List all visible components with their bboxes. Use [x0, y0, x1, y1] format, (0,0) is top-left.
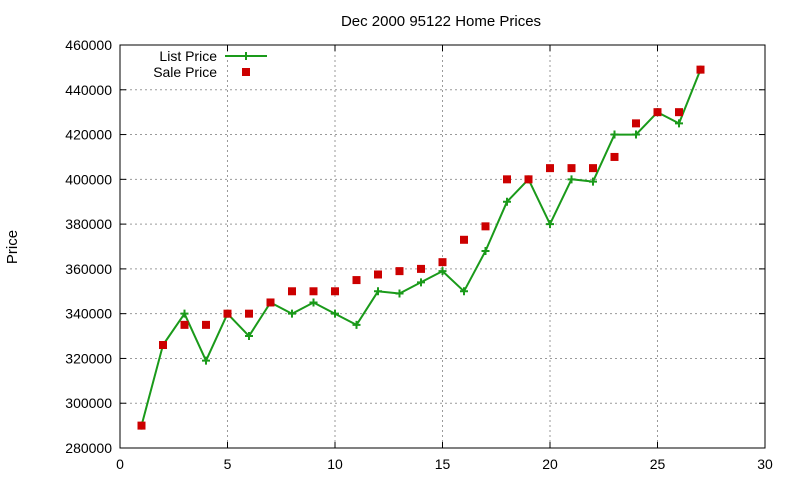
- list-price-point: [632, 130, 640, 139]
- list-price-point: [675, 119, 683, 128]
- y-tick-label: 300000: [65, 395, 112, 411]
- legend-marker-list-price: [242, 52, 250, 60]
- sale-price-point: [137, 421, 146, 430]
- sale-price-point: [589, 164, 597, 173]
- y-tick-label: 440000: [65, 82, 112, 98]
- list-price-point: [438, 267, 447, 276]
- sale-price-point: [395, 267, 404, 276]
- y-tick-label: 460000: [65, 37, 112, 53]
- sale-price-point: [288, 287, 296, 296]
- y-tick-label: 320000: [65, 350, 112, 366]
- y-tick-label: 360000: [65, 261, 112, 277]
- list-price-point: [395, 289, 404, 298]
- list-price-point: [180, 309, 189, 318]
- list-price-point: [331, 309, 339, 318]
- grid: [120, 45, 765, 448]
- sale-price-point: [266, 298, 275, 307]
- list-price-point: [503, 197, 511, 206]
- sale-price-point: [245, 309, 253, 318]
- x-tick-label: 15: [435, 456, 451, 472]
- sale-price-point: [503, 175, 511, 184]
- sale-price-point: [524, 175, 533, 184]
- sale-price-point: [438, 258, 447, 267]
- list-price-line: [140, 69, 702, 426]
- y-tick-label: 420000: [65, 127, 112, 143]
- sale-price-point: [632, 119, 640, 128]
- x-tick-label: 30: [757, 456, 773, 472]
- sale-price-point: [374, 270, 382, 279]
- legend-label-list-price: List Price: [159, 48, 217, 64]
- list-price-point: [202, 356, 210, 365]
- y-axis-label: Price: [4, 230, 21, 264]
- sale-price-point: [653, 108, 662, 117]
- list-price-point: [374, 287, 382, 296]
- list-price-point: [288, 309, 296, 318]
- sale-price-point: [352, 276, 361, 285]
- sale-price-point: [567, 164, 576, 173]
- y-tick-label: 380000: [65, 216, 112, 232]
- list-price-point: [309, 298, 318, 307]
- sale-price-point: [180, 320, 189, 329]
- list-price-point: [589, 177, 597, 186]
- list-price-point: [245, 332, 253, 341]
- y-tick-label: 340000: [65, 306, 112, 322]
- sale-price-point: [460, 235, 468, 244]
- list-price-point: [481, 246, 490, 255]
- axis-ticks: 0 5 10 15 20 25 30 280000 300000 320000 340000 3600…: [65, 37, 773, 472]
- series-layer: [137, 65, 705, 430]
- x-tick-label: 10: [327, 456, 343, 472]
- list-price-point: [417, 278, 425, 287]
- sale-price-point: [546, 164, 554, 173]
- sale-price-point: [417, 264, 425, 273]
- plot-frame: [119, 44, 766, 449]
- x-tick-label: 5: [224, 456, 232, 472]
- sale-price-point: [481, 222, 490, 231]
- list-price-point: [567, 175, 576, 184]
- sale-price-point: [696, 65, 705, 74]
- sale-price-point: [223, 309, 232, 318]
- x-tick-label: 0: [116, 456, 124, 472]
- list-price-point: [610, 130, 619, 139]
- legend-label-sale-price: Sale Price: [153, 64, 217, 80]
- list-price-point: [546, 220, 554, 229]
- chart-title: Dec 2000 95122 Home Prices: [341, 13, 541, 30]
- x-tick-label: 20: [542, 456, 558, 472]
- sale-price-point: [610, 152, 619, 161]
- x-tick-label: 25: [650, 456, 666, 472]
- list-price-point: [460, 287, 468, 296]
- y-tick-label: 400000: [65, 171, 112, 187]
- y-tick-label: 280000: [65, 440, 112, 456]
- sale-price-point: [331, 287, 339, 296]
- sale-price-point: [202, 320, 210, 329]
- sale-price-point: [675, 108, 683, 117]
- legend-marker-sale-price: [242, 68, 250, 76]
- list-price-point: [352, 320, 361, 329]
- sale-price-point: [159, 341, 167, 350]
- sale-price-point: [309, 287, 318, 296]
